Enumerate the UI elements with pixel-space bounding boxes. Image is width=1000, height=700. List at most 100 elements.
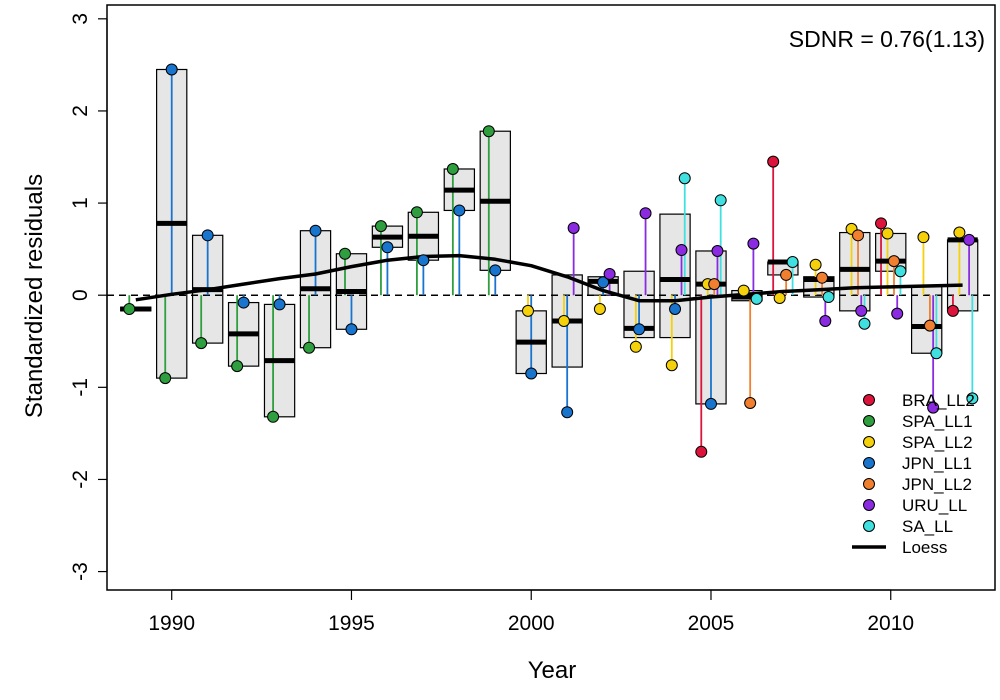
point-jpn-ll1-1998 [453, 204, 466, 217]
point-spa-ll1-1989 [123, 303, 136, 316]
point-spa-ll2-2010 [881, 227, 894, 240]
legend-marker-bra-ll2 [863, 394, 875, 406]
sdnr-annotation: SDNR = 0.76(1.13) [789, 26, 985, 52]
legend-label-sa-ll: SA_LL [902, 517, 953, 536]
point-sa-ll-2011 [930, 347, 943, 360]
point-jpn-ll1-2005 [704, 397, 717, 410]
point-jpn-ll1-1992 [237, 296, 250, 309]
point-jpn-ll1-1997 [417, 254, 430, 267]
y-tick-label-0: 0 [69, 289, 92, 301]
axes-layer: 1990 1995 2000 2005 2010 -3 -2 -1 0 1 2 3 [69, 13, 914, 635]
point-uru-ll-2005 [711, 244, 724, 257]
x-tick-label-1990: 1990 [148, 612, 195, 635]
x-axis-title: Year [528, 657, 577, 684]
point-jpn-ll2-2005 [708, 278, 721, 291]
x-tick-label-1995: 1995 [328, 612, 375, 635]
point-spa-ll2-2008 [809, 258, 822, 271]
point-spa-ll1-1992 [231, 360, 244, 373]
point-uru-ll-2011 [927, 401, 940, 414]
point-spa-ll1-1991 [195, 337, 208, 350]
point-sa-ll-2005 [714, 194, 727, 207]
point-jpn-ll1-1995 [345, 323, 358, 336]
point-jpn-ll2-2009 [852, 229, 865, 242]
point-jpn-ll2-2011 [923, 319, 936, 332]
y-tick-label--1: -1 [69, 378, 92, 397]
x-tick-label-2005: 2005 [688, 612, 735, 635]
point-jpn-ll1-2002 [597, 276, 610, 289]
point-jpn-ll2-2006 [744, 396, 757, 409]
x-tick-label-2000: 2000 [508, 612, 555, 635]
point-sa-ll-2007 [786, 256, 799, 269]
point-uru-ll-2008 [819, 314, 832, 327]
point-spa-ll2-2012 [953, 226, 966, 239]
point-bra-ll2-2005 [695, 445, 708, 458]
y-tick-label-2: 2 [69, 105, 92, 117]
point-spa-ll2-2003 [629, 340, 642, 353]
legend-label-jpn-ll1: JPN_LL1 [902, 454, 972, 473]
x-tick-label-2010: 2010 [867, 612, 914, 635]
point-jpn-ll1-1996 [381, 241, 394, 254]
point-sa-ll-2008 [822, 291, 835, 304]
point-sa-ll-2004 [678, 172, 691, 185]
point-spa-ll1-1996 [374, 220, 387, 233]
point-spa-ll2-2004 [665, 359, 678, 372]
point-jpn-ll1-2000 [525, 367, 538, 380]
legend-marker-jpn-ll2 [863, 478, 875, 490]
point-spa-ll1-1994 [303, 341, 316, 354]
legend-label-bra-ll2: BRA_LL2 [902, 391, 975, 410]
point-sa-ll-2012 [966, 392, 979, 405]
point-spa-ll2-2006 [737, 284, 750, 297]
point-jpn-ll2-2010 [887, 255, 900, 268]
point-jpn-ll1-1994 [309, 224, 322, 237]
legend-marker-jpn-ll1 [863, 457, 875, 469]
legend-label-spa-ll2: SPA_LL2 [902, 433, 973, 452]
point-uru-ll-2003 [639, 207, 652, 220]
point-uru-ll-2002 [603, 268, 616, 281]
point-spa-ll2-2011 [917, 231, 930, 244]
point-uru-ll-2006 [747, 237, 760, 250]
legend-label-uru-ll: URU_LL [902, 496, 967, 515]
point-uru-ll-2009 [855, 304, 868, 317]
point-spa-ll1-1990 [159, 372, 172, 385]
legend-marker-uru-ll [863, 499, 875, 511]
boxes-layer [120, 68, 979, 418]
legend-marker-sa-ll [863, 520, 875, 532]
point-jpn-ll1-2003 [633, 323, 646, 336]
point-spa-ll2-2002 [593, 303, 606, 316]
point-spa-ll2-2007 [773, 291, 786, 304]
point-uru-ll-2001 [567, 221, 580, 234]
point-sa-ll-2006 [750, 292, 763, 305]
point-jpn-ll1-1999 [489, 264, 502, 277]
y-tick-label-3: 3 [69, 13, 92, 25]
loess-line [135, 253, 963, 303]
point-jpn-ll1-2004 [669, 303, 682, 316]
y-tick-label--3: -3 [69, 562, 92, 581]
y-axis-title: Standardized residuals [21, 174, 48, 418]
legend: BRA_LL2 SPA_LL1 SPA_LL2 JPN_LL1 JPN_LL2 URU_L… [852, 391, 975, 557]
legend-label-jpn-ll2: JPN_LL2 [902, 475, 972, 494]
legend-marker-spa-ll2 [863, 436, 875, 448]
y-tick-label--2: -2 [69, 470, 92, 489]
point-spa-ll1-1997 [410, 206, 423, 219]
legend-label-spa-ll1: SPA_LL1 [902, 412, 973, 431]
point-sa-ll-2009 [858, 317, 871, 330]
point-uru-ll-2012 [963, 233, 976, 246]
point-jpn-ll1-2001 [561, 406, 574, 419]
point-jpn-ll1-1990 [165, 63, 178, 76]
points-layer [123, 63, 979, 458]
point-bra-ll2-2007 [767, 155, 780, 168]
point-spa-ll2-2001 [557, 314, 570, 327]
point-jpn-ll2-2008 [816, 271, 829, 284]
y-tick-label-1: 1 [69, 197, 92, 209]
point-jpn-ll1-1991 [201, 229, 214, 242]
point-bra-ll2-2012 [946, 304, 959, 317]
point-bra-ll2-2010 [875, 217, 888, 230]
point-jpn-ll2-2007 [780, 268, 793, 281]
point-spa-ll1-1993 [267, 410, 280, 423]
legend-marker-spa-ll1 [863, 415, 875, 427]
point-sa-ll-2010 [894, 265, 907, 278]
legend-label-loess: Loess [902, 538, 947, 557]
stems-layer [128, 69, 974, 452]
point-uru-ll-2010 [891, 307, 904, 320]
